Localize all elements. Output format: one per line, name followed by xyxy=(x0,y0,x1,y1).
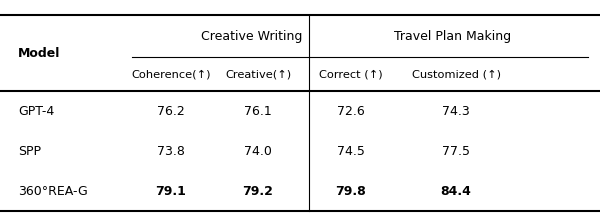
Text: GPT-4: GPT-4 xyxy=(18,105,54,118)
Text: Correct (↑): Correct (↑) xyxy=(319,69,383,79)
Text: Creative Writing: Creative Writing xyxy=(202,30,302,43)
Text: Coherence(↑): Coherence(↑) xyxy=(131,69,211,79)
Text: Travel Plan Making: Travel Plan Making xyxy=(394,30,512,43)
Text: SPP: SPP xyxy=(18,145,41,158)
Text: Customized (↑): Customized (↑) xyxy=(412,69,500,79)
Text: 79.8: 79.8 xyxy=(335,185,367,198)
Text: 74.5: 74.5 xyxy=(337,145,365,158)
Text: 360°REA-G: 360°REA-G xyxy=(18,185,88,198)
Text: 74.3: 74.3 xyxy=(442,105,470,118)
Text: 79.2: 79.2 xyxy=(242,185,274,198)
Text: 76.1: 76.1 xyxy=(244,105,272,118)
Text: 76.2: 76.2 xyxy=(157,105,185,118)
Text: 79.1: 79.1 xyxy=(155,185,187,198)
Text: 77.5: 77.5 xyxy=(442,145,470,158)
Text: Model: Model xyxy=(18,47,61,60)
Text: Creative(↑): Creative(↑) xyxy=(225,69,291,79)
Text: 73.8: 73.8 xyxy=(157,145,185,158)
Text: 74.0: 74.0 xyxy=(244,145,272,158)
Text: 72.6: 72.6 xyxy=(337,105,365,118)
Text: 84.4: 84.4 xyxy=(440,185,472,198)
